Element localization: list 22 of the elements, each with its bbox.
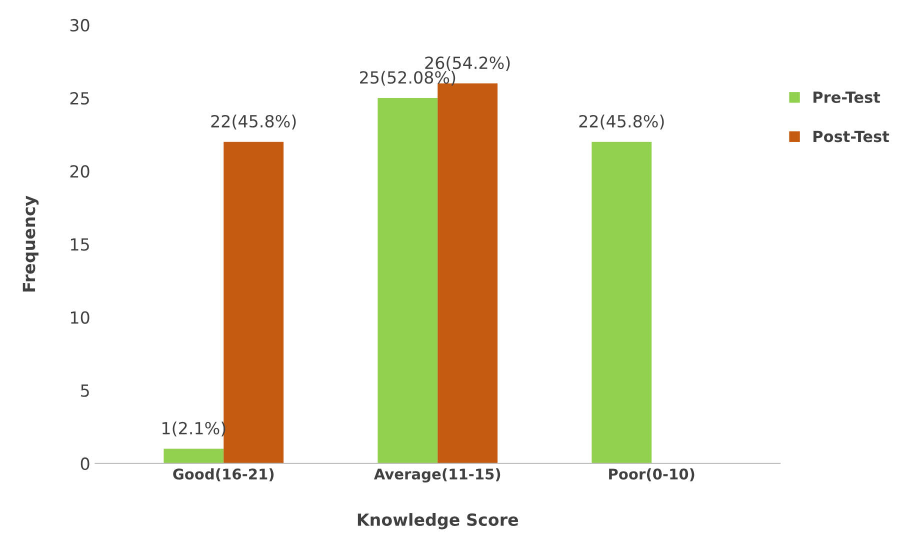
y-tick-label: 25 xyxy=(70,92,89,105)
x-axis-title: Knowledge Score xyxy=(358,513,518,530)
x-tick-label: Average(11-15) xyxy=(374,468,500,482)
y-tick-label: 0 xyxy=(80,457,90,470)
y-axis-title: Frequency xyxy=(22,196,39,292)
bar xyxy=(164,448,224,464)
legend-label: Post-Test xyxy=(814,130,890,142)
data-label: 26(54.2%) xyxy=(425,56,510,72)
bar xyxy=(378,98,438,464)
bar xyxy=(224,142,284,464)
y-tick-label: 30 xyxy=(70,18,90,32)
data-label: 22(45.8%) xyxy=(579,114,664,130)
y-tick-label: 20 xyxy=(70,165,90,178)
data-label: 25(52.08%) xyxy=(360,70,456,86)
y-tick-label: 5 xyxy=(81,384,89,397)
legend-label: Pre-Test xyxy=(814,92,880,103)
bar xyxy=(592,142,652,464)
y-tick-label: 15 xyxy=(70,238,89,251)
x-tick-label: Good(16-21) xyxy=(173,468,274,482)
y-tick-label: 10 xyxy=(70,311,90,324)
x-tick-label: Poor(0-10) xyxy=(609,468,694,482)
data-label: 22(45.8%) xyxy=(211,114,296,130)
